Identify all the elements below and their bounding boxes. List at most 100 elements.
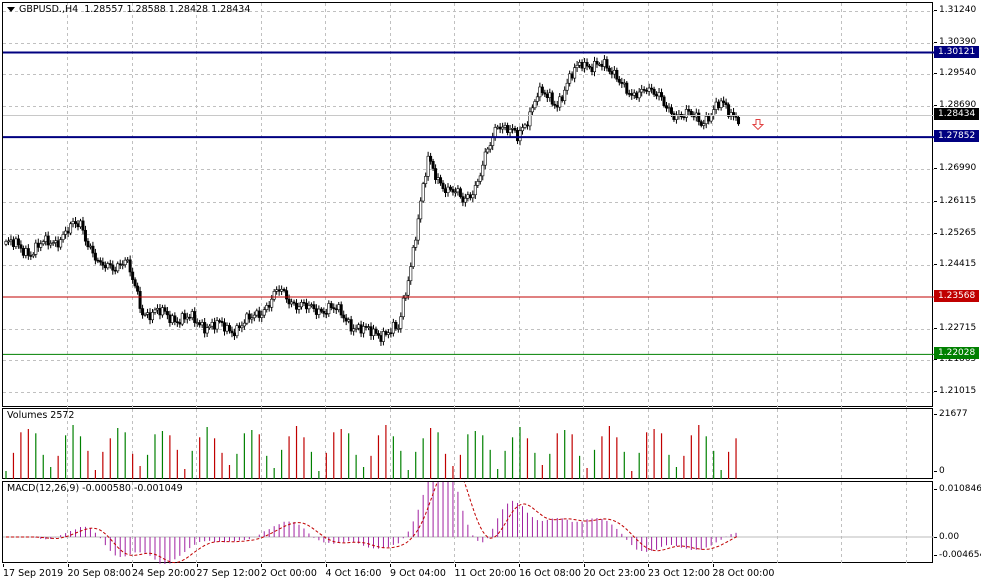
bull-candle-body xyxy=(245,313,249,324)
bull-candle-body xyxy=(44,235,48,242)
candle xyxy=(607,65,611,75)
bull-candle-body xyxy=(414,239,418,248)
bull-candle-body xyxy=(647,87,651,92)
bear-candle-body xyxy=(223,322,227,332)
candle xyxy=(297,302,301,314)
bull-candle-body xyxy=(573,67,577,79)
candle xyxy=(409,262,413,285)
candles xyxy=(4,55,741,346)
current-price-badge: 1.28434 xyxy=(934,108,979,121)
candle xyxy=(227,322,231,334)
candle xyxy=(669,104,673,117)
candle xyxy=(116,261,120,274)
price-axis: 1.31240 1.30390 1.29540 1.28690 1.26990 1.261… xyxy=(934,2,981,407)
candle xyxy=(14,236,18,250)
candle xyxy=(165,307,169,320)
bull-candle-body xyxy=(290,301,294,305)
bull-candle-body xyxy=(59,239,63,248)
bull-candle-body xyxy=(327,303,331,315)
candle xyxy=(46,231,50,250)
bear-candle-body xyxy=(610,71,614,75)
candle xyxy=(41,239,45,246)
bear-candle-body xyxy=(136,285,140,292)
candle xyxy=(429,152,433,165)
macd-axis-mid: 0.00 xyxy=(934,531,959,543)
candle xyxy=(535,92,539,106)
candle xyxy=(699,119,703,128)
bear-candle-body xyxy=(550,92,554,105)
bull-candle-body xyxy=(195,322,199,324)
candle xyxy=(282,287,286,293)
candle xyxy=(396,324,400,333)
candle xyxy=(322,307,326,318)
candle xyxy=(285,286,289,303)
candle xyxy=(11,236,15,250)
bull-candle-body xyxy=(421,183,425,202)
candle xyxy=(190,308,194,321)
candle xyxy=(473,181,477,200)
candle xyxy=(424,172,428,188)
bull-candle-body xyxy=(419,200,423,220)
bull-candle-body xyxy=(548,92,552,98)
macd-histogram xyxy=(35,482,737,564)
bear-candle-body xyxy=(439,177,443,184)
volumes-axis-top: 21677 xyxy=(934,408,968,420)
bear-candle-body xyxy=(133,279,137,287)
candle xyxy=(59,236,63,250)
macd-pane[interactable]: MACD(12,26,9) -0.000580 -0.001049 xyxy=(2,481,934,564)
candle xyxy=(394,319,398,331)
candle xyxy=(195,318,199,327)
price-chart-pane[interactable]: GBPUSD.,H4 1.28557 1.28588 1.28428 1.284… xyxy=(2,2,934,408)
time-axis-label: 4 Oct 16:00 xyxy=(325,564,382,579)
bear-candle-body xyxy=(707,116,711,122)
candle xyxy=(21,245,25,259)
bear-candle-body xyxy=(737,116,741,125)
candle xyxy=(674,111,678,124)
bear-candle-body xyxy=(662,96,666,107)
candle xyxy=(354,324,358,333)
candle xyxy=(486,147,490,155)
bear-candle-body xyxy=(642,89,646,91)
bear-candle-body xyxy=(96,259,100,262)
bull-candle-body xyxy=(612,69,616,75)
candle xyxy=(401,295,405,320)
bear-candle-body xyxy=(376,333,380,336)
bull-candle-body xyxy=(456,188,460,193)
bull-candle-body xyxy=(255,310,259,316)
candle xyxy=(702,119,706,130)
bear-candle-body xyxy=(178,322,182,325)
volumes-pane[interactable]: Volumes 2572 xyxy=(2,408,934,480)
bull-candle-body xyxy=(200,322,204,326)
bear-candle-body xyxy=(650,87,654,90)
bear-candle-body xyxy=(588,65,592,68)
candle xyxy=(458,186,462,199)
dropdown-triangle-icon[interactable] xyxy=(7,7,15,12)
candle xyxy=(74,216,78,229)
bear-candle-body xyxy=(600,63,604,67)
candle xyxy=(506,122,510,136)
bull-candle-body xyxy=(637,91,641,99)
candle xyxy=(538,82,542,102)
bull-candle-body xyxy=(272,291,276,300)
candle xyxy=(391,318,395,337)
bear-candle-body xyxy=(227,325,231,332)
candle xyxy=(640,84,644,97)
candle xyxy=(511,124,515,134)
candle xyxy=(426,151,430,181)
price-chart[interactable] xyxy=(3,3,934,408)
macd-chart[interactable] xyxy=(3,482,934,564)
bull-candle-body xyxy=(54,240,58,243)
bear-candle-body xyxy=(83,229,87,242)
sell-arrow-icon[interactable] xyxy=(751,118,765,131)
candle xyxy=(54,236,58,247)
candle xyxy=(637,88,641,102)
bull-candle-body xyxy=(262,309,266,316)
bull-candle-body xyxy=(225,325,229,332)
bull-candle-body xyxy=(578,61,582,66)
bull-candle-body xyxy=(297,306,301,310)
candle xyxy=(270,295,274,312)
candle xyxy=(223,318,227,336)
volumes-chart[interactable] xyxy=(3,409,934,480)
candle xyxy=(302,299,306,307)
bear-candle-body xyxy=(141,308,145,316)
